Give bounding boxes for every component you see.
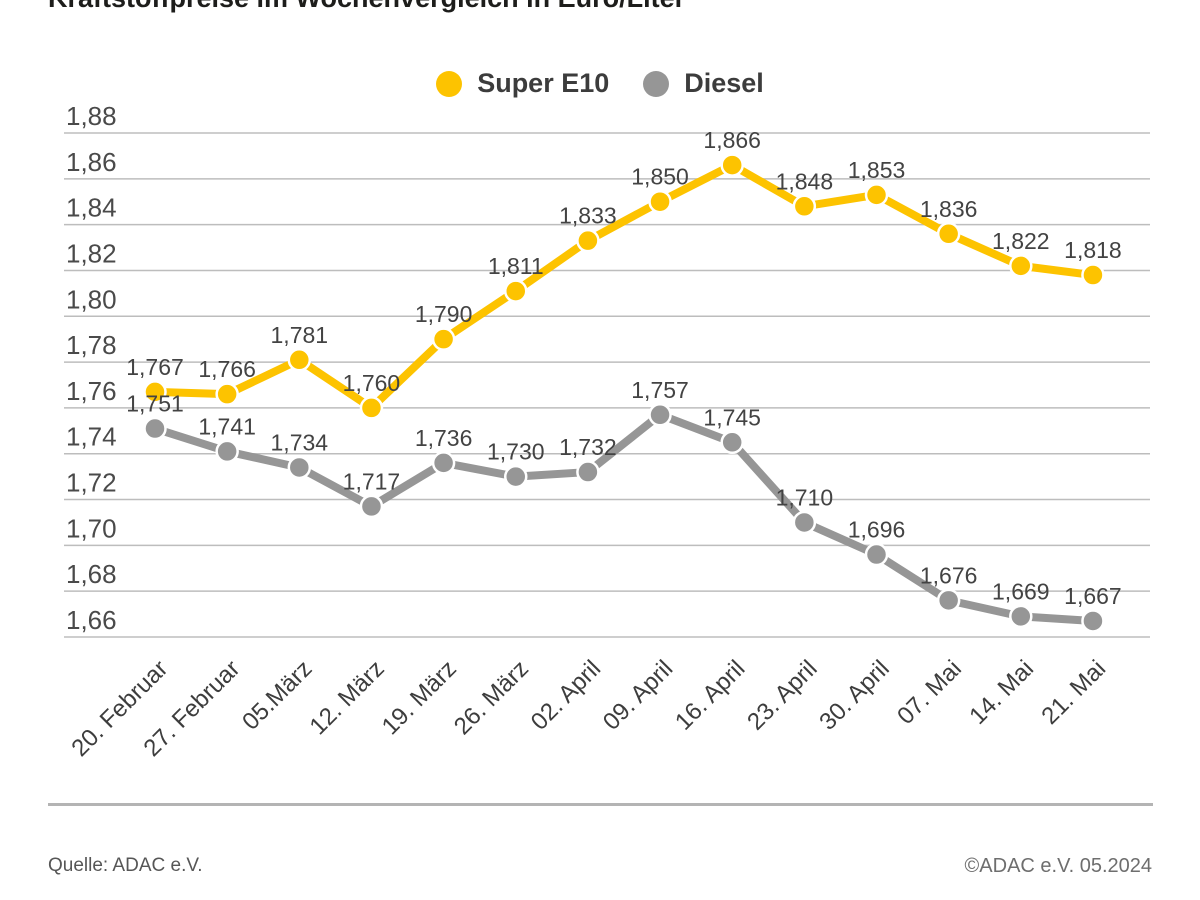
fuel-price-line-chart: 1,88 1,86 1,84 1,82 1,80 1,78 1,76 1,74 1,72 1,70… [64, 101, 1150, 762]
series-line-diesel [151, 410, 1097, 625]
footer-divider [48, 803, 1153, 806]
data-point-diesel [864, 542, 889, 567]
y-tick-label: 1,66 [66, 605, 117, 635]
x-tick-label: 26. März [449, 655, 534, 740]
y-tick-label: 1,86 [66, 147, 117, 177]
data-point-diesel [936, 588, 961, 613]
value-label: 1,836 [920, 196, 978, 222]
data-point-super-e10 [936, 222, 961, 246]
legend-label-diesel: Diesel [684, 68, 764, 98]
data-point-super-e10 [215, 382, 239, 406]
source-attribution: Quelle: ADAC e.V. [48, 855, 203, 876]
value-label: 1,853 [848, 157, 906, 183]
data-point-super-e10 [792, 194, 817, 219]
value-label: 1,741 [198, 413, 256, 439]
y-tick-label: 1,68 [66, 559, 117, 589]
y-tick-label: 1,74 [66, 422, 117, 452]
data-point-super-e10 [431, 327, 456, 351]
value-label: 1,818 [1064, 237, 1122, 263]
data-point-diesel [143, 416, 167, 441]
data-point-super-e10 [648, 189, 672, 214]
data-point-super-e10 [504, 279, 528, 303]
value-label: 1,833 [559, 203, 617, 229]
data-point-diesel [1009, 604, 1033, 629]
data-point-super-e10 [1081, 263, 1105, 287]
copyright-notice: ©ADAC e.V. 05.2024 [964, 855, 1152, 877]
x-tick-label: 14. Mai [964, 655, 1039, 730]
data-point-diesel [287, 455, 312, 480]
y-tick-label: 1,70 [66, 513, 117, 543]
y-tick-label: 1,84 [66, 193, 117, 223]
y-tick-label: 1,82 [66, 238, 117, 268]
data-point-diesel [215, 439, 239, 464]
data-point-super-e10 [359, 396, 384, 420]
y-tick-label: 1,76 [66, 376, 117, 406]
super-e10-dot-icon [436, 70, 463, 97]
y-tick-label: 1,72 [66, 468, 117, 498]
value-label: 1,667 [1064, 583, 1122, 609]
value-label: 1,745 [703, 404, 761, 430]
value-label: 1,669 [992, 578, 1050, 604]
value-label: 1,766 [198, 356, 256, 382]
value-label: 1,757 [631, 377, 689, 403]
value-label: 1,781 [271, 322, 329, 348]
value-label: 1,751 [126, 391, 184, 417]
value-label: 1,848 [776, 168, 834, 194]
data-point-diesel [431, 451, 456, 475]
x-tick-label: 12. März [305, 655, 390, 740]
x-tick-label: 16. April [670, 655, 750, 735]
y-tick-label: 1,88 [66, 101, 117, 131]
value-label: 1,767 [126, 354, 184, 380]
data-point-diesel [792, 510, 817, 535]
data-point-super-e10 [720, 153, 744, 177]
data-point-super-e10 [143, 380, 167, 404]
data-point-diesel [720, 430, 744, 455]
data-point-diesel [576, 460, 600, 484]
y-tick-label: 1,80 [66, 284, 117, 314]
x-tick-label: 07. Mai [892, 655, 967, 730]
x-tick-label: 21. Mai [1036, 655, 1111, 730]
x-tick-label: 30. April [814, 655, 894, 735]
value-label: 1,717 [343, 468, 401, 494]
data-point-diesel [359, 494, 384, 519]
x-tick-label: 23. April [742, 655, 822, 735]
data-point-diesel [1081, 609, 1105, 633]
value-label: 1,850 [631, 164, 689, 190]
value-label: 1,822 [992, 228, 1050, 254]
value-label: 1,730 [487, 439, 545, 465]
value-label: 1,696 [848, 517, 906, 543]
x-tick-label: 02. April [526, 655, 606, 735]
chart-legend: Super E10 Diesel [0, 68, 1200, 99]
value-label: 1,866 [703, 127, 761, 153]
x-tick-label: 19. März [377, 655, 462, 740]
legend-item-diesel: Diesel [643, 68, 764, 99]
value-label: 1,736 [415, 425, 473, 451]
x-tick-label: 09. April [598, 655, 678, 735]
data-point-super-e10 [864, 183, 889, 207]
data-point-super-e10 [1009, 254, 1033, 278]
series-line-super-e10 [151, 161, 1097, 412]
data-point-diesel [504, 464, 528, 489]
diesel-dot-icon [643, 70, 670, 97]
value-label: 1,710 [776, 484, 834, 510]
data-point-super-e10 [287, 348, 312, 372]
value-label: 1,811 [488, 253, 544, 279]
y-tick-label: 1,78 [66, 330, 117, 360]
legend-label-super-e10: Super E10 [477, 68, 610, 98]
data-point-super-e10 [576, 228, 600, 253]
value-label: 1,734 [271, 429, 329, 455]
value-label: 1,790 [415, 301, 473, 327]
value-label: 1,676 [920, 562, 978, 588]
data-point-diesel [648, 403, 672, 427]
value-label: 1,760 [343, 370, 401, 396]
legend-item-super-e10: Super E10 [436, 68, 609, 99]
value-label: 1,732 [559, 434, 617, 460]
chart-title: Kraftstoffpreise im Wochenvergleich in E… [48, 0, 685, 12]
